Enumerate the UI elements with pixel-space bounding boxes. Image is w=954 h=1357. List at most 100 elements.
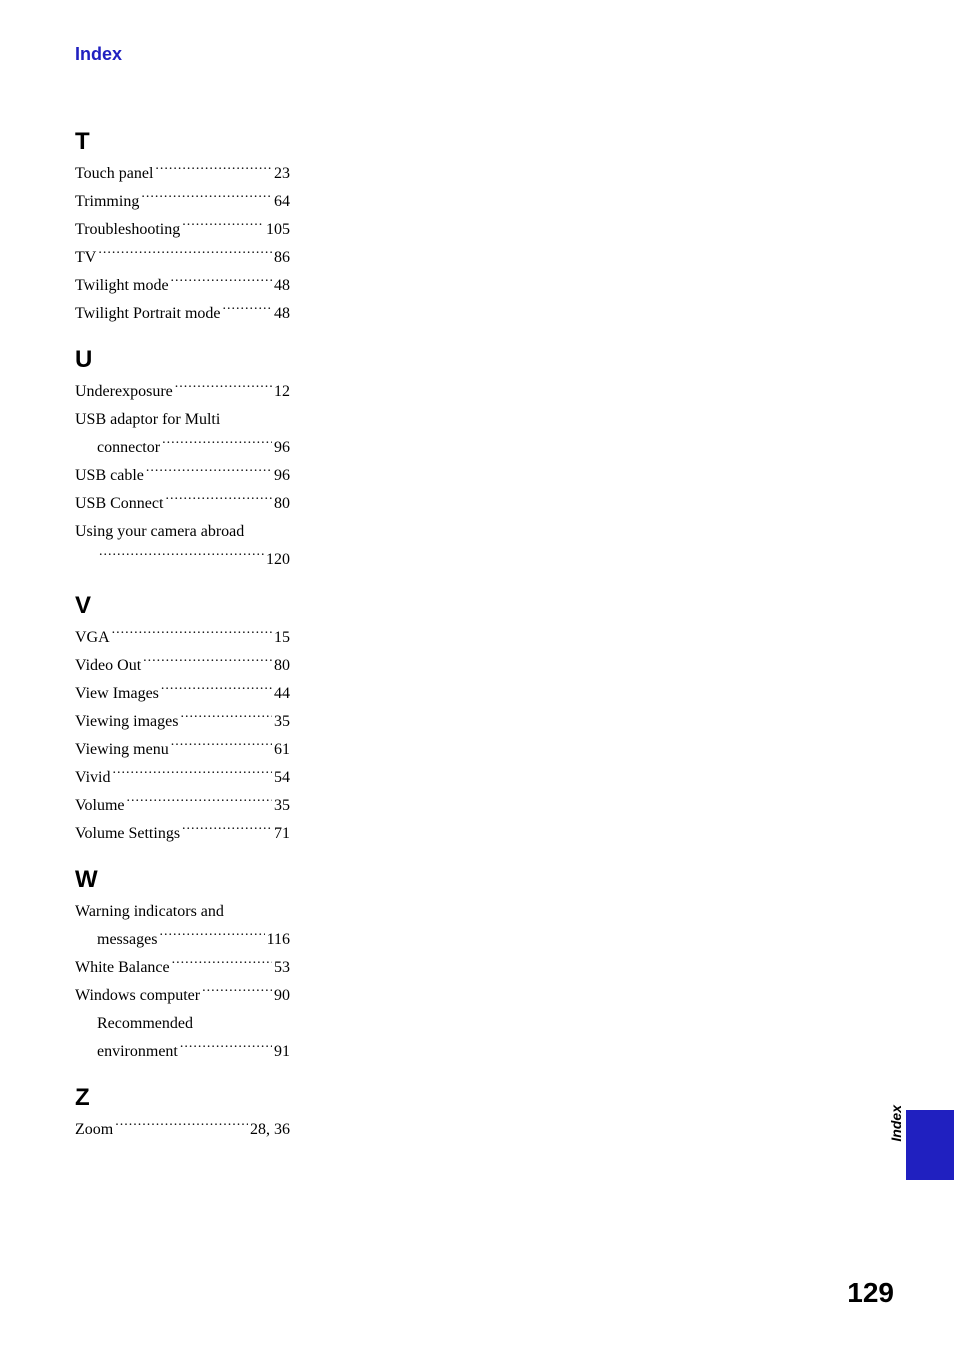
index-dots bbox=[112, 766, 272, 782]
index-page: 15 bbox=[274, 624, 290, 652]
index-dots bbox=[165, 492, 272, 508]
index-dots bbox=[180, 710, 272, 726]
index-entry-continuation: messages 116 bbox=[75, 926, 290, 954]
index-entry: Recommended bbox=[75, 1010, 290, 1038]
index-page: 61 bbox=[274, 736, 290, 764]
index-term: White Balance bbox=[75, 954, 170, 982]
index-dots bbox=[143, 654, 272, 670]
index-page: 91 bbox=[274, 1038, 290, 1066]
side-tab-label: Index bbox=[888, 1105, 904, 1142]
index-page: 116 bbox=[267, 926, 290, 954]
index-entry: Viewing menu 61 bbox=[75, 736, 290, 764]
index-term: TV bbox=[75, 244, 96, 272]
index-dots bbox=[171, 274, 272, 290]
index-page: 90 bbox=[274, 982, 290, 1010]
index-term: Underexposure bbox=[75, 378, 173, 406]
index-page: 35 bbox=[274, 708, 290, 736]
index-term: Warning indicators and bbox=[75, 898, 224, 926]
index-term: Viewing images bbox=[75, 708, 178, 736]
index-entry: Volume Settings 71 bbox=[75, 820, 290, 848]
index-term: Using your camera abroad bbox=[75, 518, 244, 546]
index-dots bbox=[98, 246, 272, 262]
index-term: Volume bbox=[75, 792, 124, 820]
index-page: 53 bbox=[274, 954, 290, 982]
index-entry: USB adaptor for Multi bbox=[75, 406, 290, 434]
index-dots bbox=[182, 218, 264, 234]
index-page: 28, 36 bbox=[250, 1116, 290, 1144]
index-entry-continuation: environment 91 bbox=[75, 1038, 290, 1066]
index-page: 12 bbox=[274, 378, 290, 406]
index-page: 35 bbox=[274, 792, 290, 820]
index-page: 64 bbox=[274, 188, 290, 216]
index-term: Recommended bbox=[97, 1010, 193, 1038]
index-entry: Twilight Portrait mode 48 bbox=[75, 300, 290, 328]
index-entry: VGA15 bbox=[75, 624, 290, 652]
index-page: 120 bbox=[266, 546, 290, 574]
index-entry-continuation: connector 96 bbox=[75, 434, 290, 462]
index-term: Trimming bbox=[75, 188, 139, 216]
index-dots bbox=[146, 464, 272, 480]
index-dots bbox=[180, 1040, 272, 1056]
index-entry: USB Connect 80 bbox=[75, 490, 290, 518]
section-letter: T bbox=[75, 128, 290, 156]
index-dots bbox=[112, 626, 272, 642]
index-entry: Underexposure 12 bbox=[75, 378, 290, 406]
index-entry: Volume 35 bbox=[75, 792, 290, 820]
index-page: 54 bbox=[274, 764, 290, 792]
index-dots bbox=[159, 928, 264, 944]
index-term: Viewing menu bbox=[75, 736, 169, 764]
index-entry: TV 86 bbox=[75, 244, 290, 272]
index-page: 86 bbox=[274, 244, 290, 272]
index-term: Video Out bbox=[75, 652, 141, 680]
index-entry: Vivid54 bbox=[75, 764, 290, 792]
index-term: USB Connect bbox=[75, 490, 163, 518]
index-term: connector bbox=[97, 434, 160, 462]
index-entry: Using your camera abroad bbox=[75, 518, 290, 546]
index-term: Twilight Portrait mode bbox=[75, 300, 221, 328]
index-dots bbox=[161, 682, 272, 698]
index-term: USB cable bbox=[75, 462, 144, 490]
index-term: Touch panel bbox=[75, 160, 153, 188]
page-number: 129 bbox=[847, 1277, 894, 1309]
section-letter: V bbox=[75, 592, 290, 620]
index-page: 48 bbox=[274, 300, 290, 328]
index-entry: Viewing images 35 bbox=[75, 708, 290, 736]
index-entry: Twilight mode 48 bbox=[75, 272, 290, 300]
index-dots bbox=[172, 956, 272, 972]
index-page: 23 bbox=[274, 160, 290, 188]
index-dots bbox=[182, 822, 272, 838]
index-term: Twilight mode bbox=[75, 272, 169, 300]
index-page: 80 bbox=[274, 652, 290, 680]
index-entry-continuation: 120 bbox=[75, 546, 290, 574]
section-letter: U bbox=[75, 346, 290, 374]
index-page: 48 bbox=[274, 272, 290, 300]
index-term: Zoom bbox=[75, 1116, 113, 1144]
index-dots bbox=[202, 984, 272, 1000]
index-page: 80 bbox=[274, 490, 290, 518]
index-dots bbox=[115, 1118, 248, 1134]
index-dots bbox=[223, 302, 272, 318]
index-entry: Troubleshooting 105 bbox=[75, 216, 290, 244]
index-term: messages bbox=[97, 926, 157, 954]
index-entry: Trimming 64 bbox=[75, 188, 290, 216]
index-entry: Warning indicators and bbox=[75, 898, 290, 926]
index-entry: USB cable 96 bbox=[75, 462, 290, 490]
index-page: 96 bbox=[274, 434, 290, 462]
index-term: View Images bbox=[75, 680, 159, 708]
index-entry: Video Out 80 bbox=[75, 652, 290, 680]
index-page: 44 bbox=[274, 680, 290, 708]
index-term: Volume Settings bbox=[75, 820, 180, 848]
index-dots bbox=[126, 794, 272, 810]
index-term: environment bbox=[97, 1038, 178, 1066]
index-dots bbox=[99, 548, 264, 564]
index-page: 96 bbox=[274, 462, 290, 490]
index-entry: Windows computer90 bbox=[75, 982, 290, 1010]
index-entry: White Balance 53 bbox=[75, 954, 290, 982]
index-entry: View Images 44 bbox=[75, 680, 290, 708]
index-dots bbox=[171, 738, 272, 754]
index-page: 105 bbox=[266, 216, 290, 244]
index-entry: Touch panel 23 bbox=[75, 160, 290, 188]
index-page: 71 bbox=[274, 820, 290, 848]
index-term: USB adaptor for Multi bbox=[75, 406, 220, 434]
index-term: Troubleshooting bbox=[75, 216, 180, 244]
